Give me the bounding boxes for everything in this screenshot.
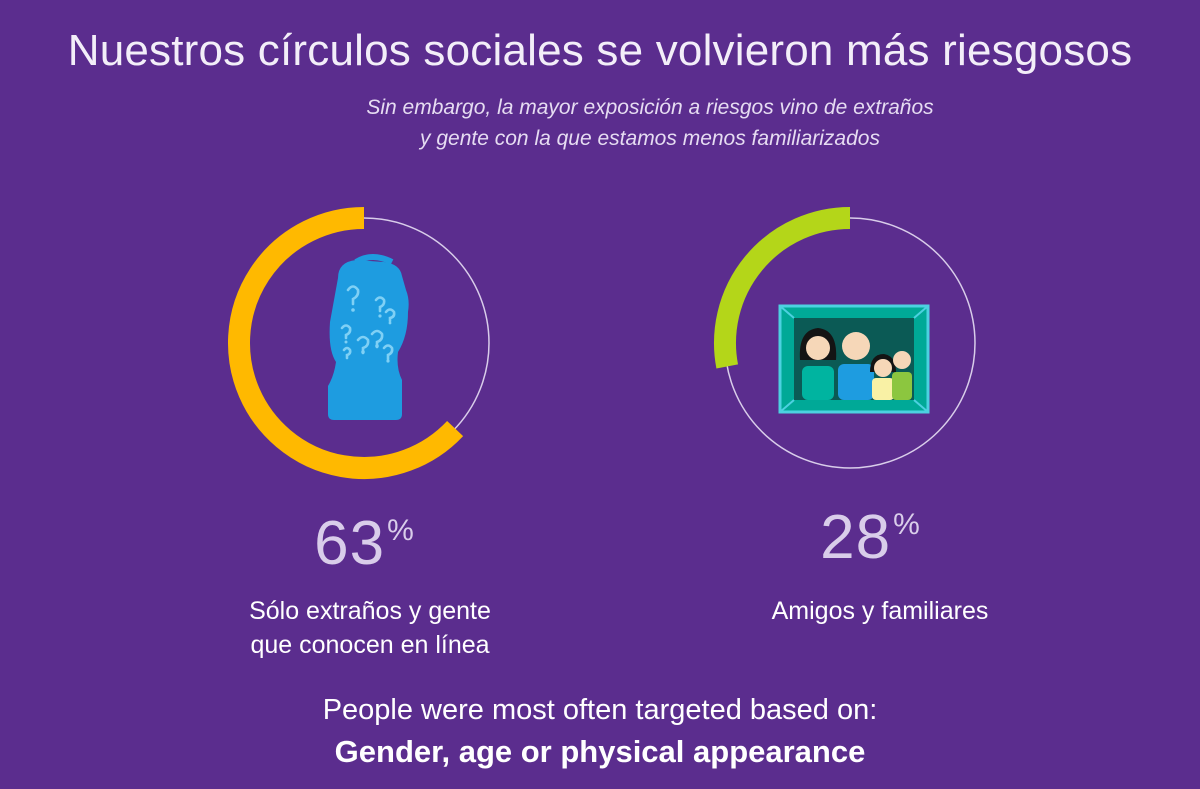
subtitle-line-1: Sin embargo, la mayor exposición a riesg… [366, 96, 934, 119]
footer-highlight: Gender, age or physical appearance [334, 734, 866, 769]
donut-family [714, 207, 976, 469]
label-stranger-line-1: Sólo extraños y gente [249, 597, 491, 625]
family-photo-icon [778, 304, 930, 414]
stat-unit-stranger: % [387, 514, 414, 547]
page-subtitle: Sin embargo, la mayor exposición a riesg… [300, 92, 1000, 154]
stat-value-family: 28 [820, 503, 892, 572]
stat-family: 28% [660, 502, 1080, 573]
donut-stranger [228, 207, 490, 479]
label-stranger: Sólo extraños y gente que conocen en lín… [160, 594, 580, 662]
footer-intro: People were most often targeted based on… [322, 694, 878, 726]
donut-arc-stranger [228, 207, 464, 479]
stat-unit-family: % [893, 508, 920, 541]
label-family-line-1: Amigos y familiares [771, 597, 989, 625]
subtitle-line-2: y gente con la que estamos menos familia… [420, 127, 880, 150]
label-stranger-line-2: que conocen en línea [250, 631, 490, 659]
stat-stranger: 63% [154, 508, 574, 579]
stranger-head-icon [328, 254, 409, 420]
donut-arc-family [714, 207, 851, 369]
label-family: Amigos y familiares [670, 594, 1090, 628]
page-title: Nuestros círculos sociales se volvieron … [67, 26, 1133, 75]
stat-value-stranger: 63 [314, 509, 386, 578]
